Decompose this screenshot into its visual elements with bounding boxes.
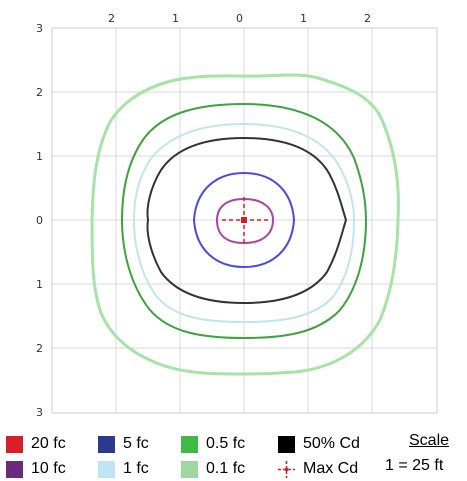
left-tick-label: 2 bbox=[36, 86, 43, 99]
left-tick-label: 2 bbox=[36, 342, 43, 355]
top-tick-label: 0 bbox=[236, 12, 243, 25]
contour-0-5fc bbox=[120, 102, 368, 340]
contour-1fc bbox=[132, 122, 356, 324]
top-tick-label: 2 bbox=[364, 12, 371, 25]
left-tick-label: 1 bbox=[36, 150, 43, 163]
left-tick-label: 1 bbox=[36, 278, 43, 291]
contour-5fc bbox=[192, 171, 296, 269]
left-tick-label: 3 bbox=[36, 406, 43, 419]
top-tick-label: 2 bbox=[108, 12, 115, 25]
grid bbox=[52, 28, 437, 413]
contour-0-1fc bbox=[90, 73, 400, 376]
left-tick-label: 3 bbox=[36, 22, 43, 35]
top-tick-label: 1 bbox=[300, 12, 307, 25]
top-tick-label: 1 bbox=[172, 12, 179, 25]
contour-50pct-cd bbox=[146, 136, 348, 305]
left-tick-label: 0 bbox=[36, 214, 43, 227]
max-cd-point bbox=[241, 217, 247, 223]
